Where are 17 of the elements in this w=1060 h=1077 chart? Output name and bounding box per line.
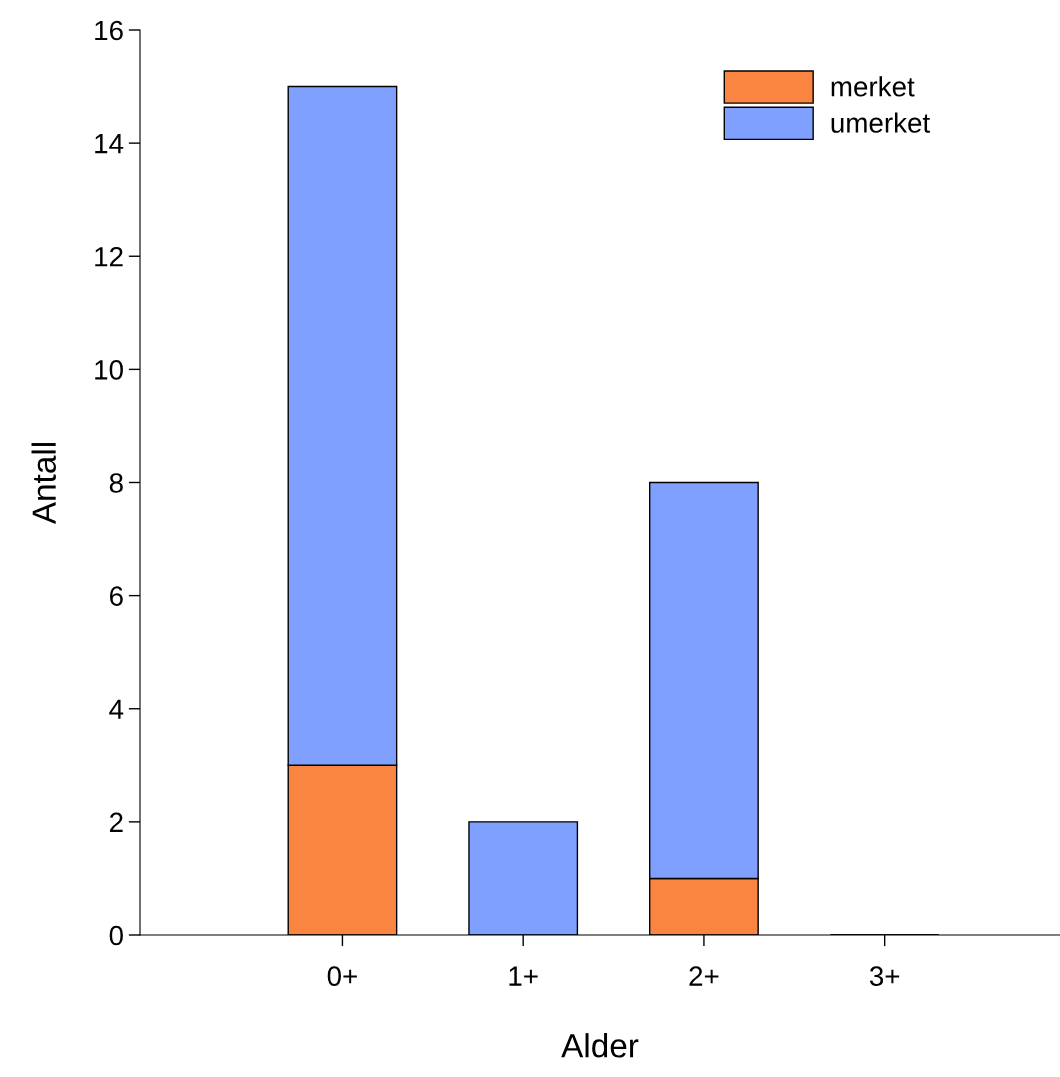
legend-label: umerket: [831, 112, 930, 133]
x-tick-label: 1+: [509, 966, 538, 986]
y-tick-label: 10: [95, 360, 123, 380]
x-tick-label: 2+: [689, 966, 719, 986]
y-tick-label: 12: [95, 246, 123, 267]
x-axis-title: Alder: [561, 1033, 639, 1058]
y-tick-label: 8: [109, 473, 123, 493]
y-tick-label: 6: [109, 586, 123, 606]
y-axis-title: Antall: [31, 443, 56, 525]
x-tick-label: 3+: [869, 966, 900, 986]
y-tick-label: 4: [109, 699, 124, 719]
y-tick-label: 0: [109, 925, 123, 946]
y-tick-label: 14: [95, 134, 124, 154]
y-tick-label: 2: [109, 812, 123, 832]
legend-label: merket: [831, 76, 915, 97]
y-tick-label: 16: [95, 20, 123, 41]
x-tick-label: 0+: [327, 966, 357, 986]
